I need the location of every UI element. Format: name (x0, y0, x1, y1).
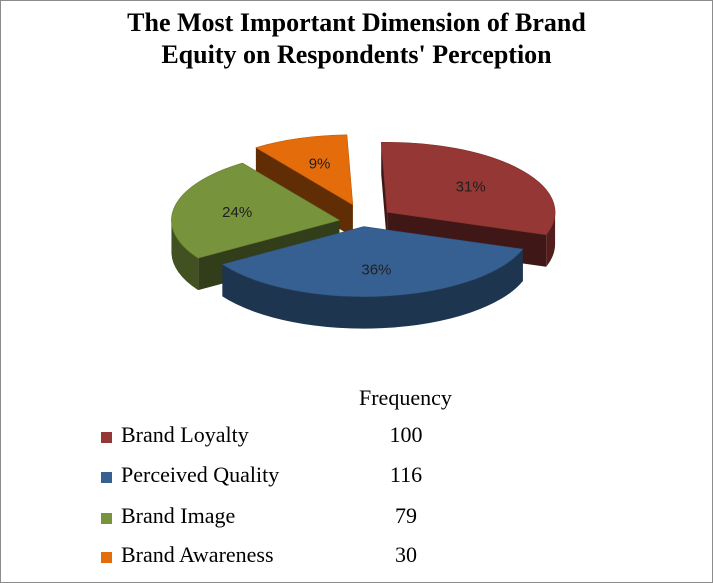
legend-swatch-brand-image (101, 513, 112, 524)
pie-label-perceived-quality: 36% (361, 262, 391, 279)
pie-top-layer (171, 134, 556, 297)
legend-value-perceived-quality: 116 (389, 462, 423, 487)
legend-label-brand-loyalty: Brand Loyalty (121, 422, 249, 447)
legend-swatch-brand-loyalty (101, 432, 112, 443)
pie-side-brand-loyalty (546, 212, 556, 267)
pie-slice-perceived-quality (221, 226, 524, 297)
pie-side-brand-image (171, 220, 199, 291)
pie-slice-brand-image (171, 162, 341, 259)
pie-side-perceived-quality (222, 249, 523, 329)
pie-slice-brand-awareness (255, 134, 354, 206)
pie-label-layer: 9% 31% 24% 36% (222, 156, 486, 279)
legend-swatch-perceived-quality (101, 472, 112, 483)
legend-value-brand-image: 79 (395, 503, 417, 528)
pie-wall-brand-loyalty-0 (381, 142, 388, 245)
legend-label-brand-awareness: Brand Awareness (121, 542, 274, 567)
legend-swatch-brand-awareness (101, 552, 112, 563)
legend-frequency-header: Frequency (359, 385, 452, 410)
legend-label-perceived-quality: Perceived Quality (121, 462, 280, 487)
legend-value-brand-awareness: 30 (395, 542, 417, 567)
legend-label-brand-image: Brand Image (121, 503, 236, 528)
chart-title-line-2: Equity on Respondents' Perception (161, 40, 552, 69)
pie-slice-brand-loyalty (380, 141, 556, 236)
pie-label-brand-loyalty: 31% (456, 178, 486, 195)
legend-value-brand-loyalty: 100 (389, 422, 423, 447)
pie-label-brand-image: 24% (222, 204, 252, 221)
pie-label-brand-awareness: 9% (309, 156, 331, 173)
chart-title-line-1: The Most Important Dimension of Brand (127, 8, 586, 37)
chart-title: The Most Important Dimension of Brand Eq… (1, 7, 712, 71)
